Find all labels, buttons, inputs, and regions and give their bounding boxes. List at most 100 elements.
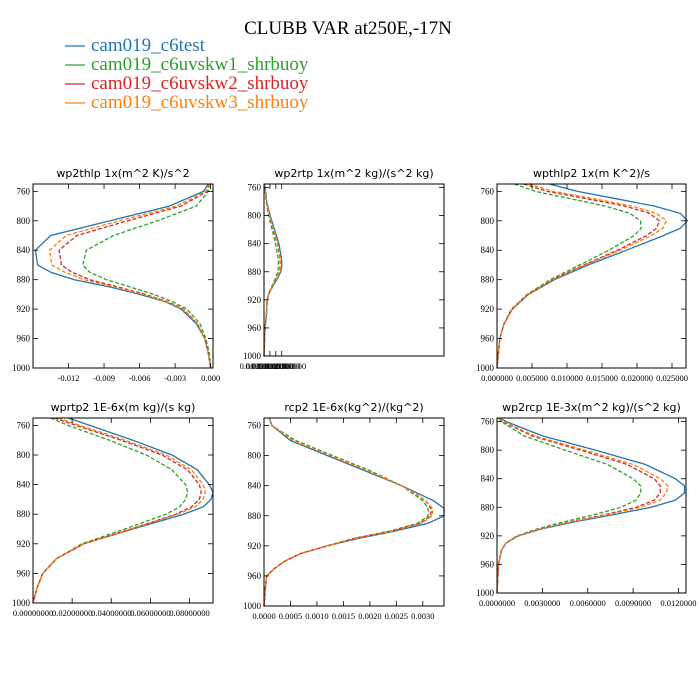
x-tick-label: 0.08000000 [169,608,209,618]
x-tick-label: 0.0090000 [615,598,651,608]
y-tick-label: 840 [17,245,31,255]
y-tick-label: 960 [17,334,31,344]
series-line [32,417,206,604]
y-tick-label: 840 [248,239,262,249]
y-tick-label: 760 [17,420,31,430]
series-line [496,417,669,594]
y-tick-label: 960 [248,571,262,581]
plot-frame [263,417,445,607]
series-line [263,417,432,607]
y-tick-label: 880 [248,267,262,277]
panels: wp2thlp 1x(m^2 K)/s^2 760 800 840 880 920 960 1… [12,167,697,621]
y-tick-label: 960 [17,568,31,578]
series-line [81,183,212,369]
x-tick-label: 0.0000200000 [251,361,300,371]
x-tick-label: 0.0025 [385,611,408,621]
figure-title: CLUBB VAR at250E,-17N [244,18,452,39]
series-line [496,183,642,369]
y-tick-label: 840 [481,474,495,484]
y-tick-label: 920 [481,304,495,314]
legend-label: cam019_c6uvskw3_shrbuoy [91,92,309,113]
x-tick-label: -0.003 [164,373,186,383]
y-tick-label: 800 [17,216,31,226]
y-tick-label: 920 [17,304,31,314]
y-tick-label: 800 [481,445,495,455]
y-tick-label: 880 [481,275,495,285]
y-tick-label: 1000 [243,351,262,361]
x-tick-label: 0.000 [201,373,220,383]
x-tick-label: 0.000000 [481,373,513,383]
x-tick-label: -0.006 [129,373,151,383]
y-tick-label: 960 [481,334,495,344]
series-line [263,183,280,357]
series-line [58,183,212,369]
series-line [496,183,661,369]
x-tick-label: 0.0030000 [524,598,560,608]
series-line [496,417,642,594]
y-tick-label: 760 [17,186,31,196]
y-tick-label: 760 [248,421,262,431]
x-tick-label: 0.0000000000 [240,361,289,371]
legend-label: cam019_c6uvskw1_shrbuoy [91,54,309,75]
y-tick-label: 880 [17,275,31,285]
x-tick-label: 0.0000 [252,611,275,621]
y-tick-label: 960 [481,559,495,569]
series-line [32,417,202,604]
y-tick-label: 800 [248,211,262,221]
y-tick-label: 880 [17,509,31,519]
y-tick-label: 920 [248,295,262,305]
x-tick-label: 0.04000000 [91,608,131,618]
x-tick-label: 0.0000000 [479,598,515,608]
x-tick-label: 0.020000 [621,373,653,383]
x-tick-label: 0.0000300000 [257,361,306,371]
x-tick-label: 0.005000 [516,373,548,383]
panel-title: wpthlp2 1x(m K^2)/s [533,167,650,180]
series-line [496,417,661,594]
legend-label: cam019_c6test [91,35,206,56]
x-tick-label: 0.0120000 [660,598,696,608]
panel-title: wp2rtp 1x(m^2 kg)/(s^2 kg) [274,167,433,180]
series-line [263,183,282,357]
y-tick-label: 800 [248,451,262,461]
series-line [32,417,189,604]
y-tick-label: 840 [17,480,31,490]
panel-title: wp2thlp 1x(m^2 K)/s^2 [56,167,189,180]
y-tick-label: 1000 [12,598,31,608]
y-tick-label: 920 [17,539,31,549]
y-tick-label: 960 [248,323,262,333]
y-tick-label: 760 [481,417,495,427]
series-line [34,183,212,369]
x-tick-label: 0.025000 [656,373,688,383]
x-tick-label: 0.0020 [358,611,381,621]
series-line [263,417,429,607]
series-line [496,183,668,369]
y-tick-label: 840 [481,245,495,255]
plot-frame [32,417,214,604]
y-tick-label: 920 [481,531,495,541]
x-tick-label: 0.00000000 [13,608,53,618]
panel-6: wp2rcp 1E-3x(m^2 kg)/(s^2 kg) 760 800 840 88… [476,401,697,608]
x-tick-label: 0.0000100000 [245,361,294,371]
y-tick-label: 880 [481,502,495,512]
y-tick-label: 1000 [12,363,31,373]
x-tick-label: 0.015000 [586,373,618,383]
x-tick-label: 0.06000000 [130,608,170,618]
x-tick-label: 0.02000000 [52,608,92,618]
series-line [496,183,689,369]
series-line [263,417,434,607]
legend: cam019_c6testcam019_c6uvskw1_shrbuoycam0… [65,35,309,113]
panel-2: wp2rtp 1x(m^2 kg)/(s^2 kg) 760 800 840 880 92… [240,167,445,371]
y-tick-label: 840 [248,481,262,491]
y-tick-label: 920 [248,541,262,551]
y-tick-label: 1000 [476,588,495,598]
x-tick-label: 0.0005 [279,611,302,621]
y-tick-label: 800 [17,450,31,460]
y-tick-label: 1000 [243,601,262,611]
panel-1: wp2thlp 1x(m^2 K)/s^2 760 800 840 880 920 960 1… [12,167,220,383]
plot-frame [263,183,445,357]
y-tick-label: 1000 [476,363,495,373]
legend-label: cam019_c6uvskw2_shrbuoy [91,73,309,94]
x-tick-label: -0.009 [93,373,115,383]
x-tick-label: 0.0060000 [570,598,606,608]
